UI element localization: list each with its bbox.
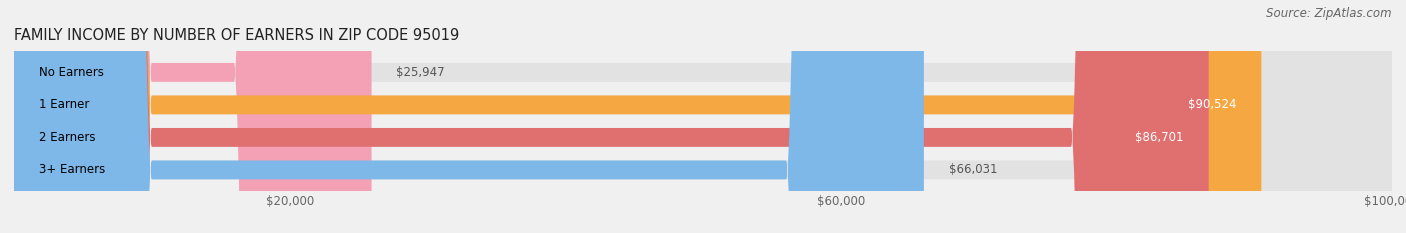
FancyBboxPatch shape xyxy=(14,0,924,233)
Text: $25,947: $25,947 xyxy=(396,66,446,79)
FancyBboxPatch shape xyxy=(14,0,1392,233)
Text: $90,524: $90,524 xyxy=(1188,98,1236,111)
Text: 3+ Earners: 3+ Earners xyxy=(39,163,105,176)
Text: 2 Earners: 2 Earners xyxy=(39,131,96,144)
FancyBboxPatch shape xyxy=(14,0,1392,233)
Text: 1 Earner: 1 Earner xyxy=(39,98,89,111)
Text: $86,701: $86,701 xyxy=(1136,131,1184,144)
Text: Source: ZipAtlas.com: Source: ZipAtlas.com xyxy=(1267,7,1392,20)
Text: FAMILY INCOME BY NUMBER OF EARNERS IN ZIP CODE 95019: FAMILY INCOME BY NUMBER OF EARNERS IN ZI… xyxy=(14,28,460,43)
FancyBboxPatch shape xyxy=(14,0,1209,233)
Text: No Earners: No Earners xyxy=(39,66,104,79)
FancyBboxPatch shape xyxy=(14,0,1392,233)
FancyBboxPatch shape xyxy=(14,0,1261,233)
FancyBboxPatch shape xyxy=(14,0,1392,233)
Text: $66,031: $66,031 xyxy=(949,163,997,176)
FancyBboxPatch shape xyxy=(14,0,371,233)
